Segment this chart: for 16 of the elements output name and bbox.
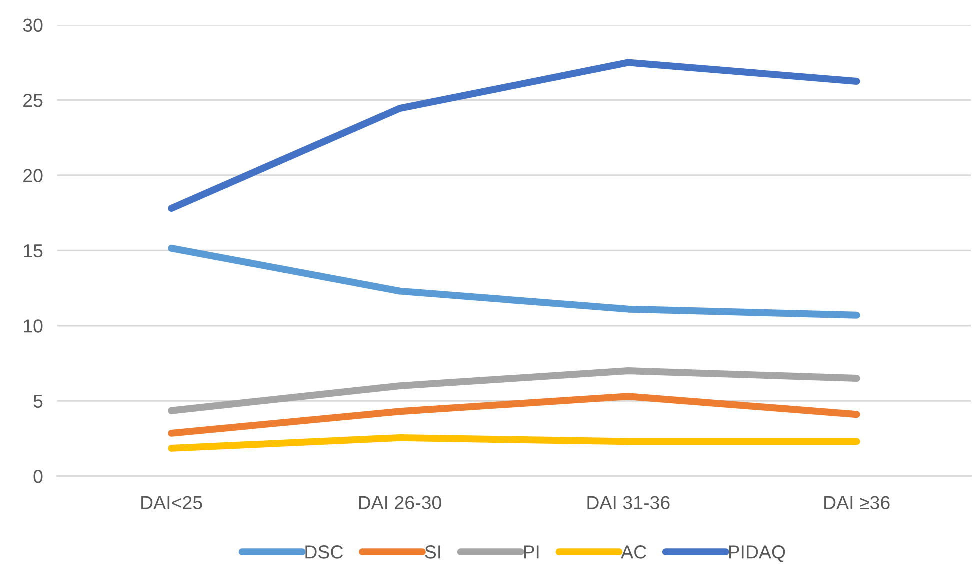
y-tick-label: 10 — [24, 320, 43, 333]
x-tick-label: DAI<25 — [142, 496, 202, 510]
y-tick-label: 30 — [23, 18, 43, 32]
legend-label: AC — [621, 546, 646, 559]
y-tick-label: 15 — [24, 244, 43, 258]
y-tick-label: 25 — [24, 94, 43, 108]
x-tick-label: DAI 26-30 — [359, 496, 442, 510]
y-tick-label: 5 — [34, 394, 43, 408]
legend-label: DSC — [306, 546, 344, 559]
legend-label: PI — [524, 546, 539, 559]
legend-label: SI — [425, 546, 440, 559]
x-tick-label: DAI ≥36 — [824, 496, 890, 510]
legend-label: PIDAQ — [729, 546, 786, 562]
y-tick-label: 20 — [24, 169, 43, 182]
x-tick-label: DAI 31-36 — [588, 496, 670, 510]
y-tick-label: 0 — [34, 470, 43, 484]
